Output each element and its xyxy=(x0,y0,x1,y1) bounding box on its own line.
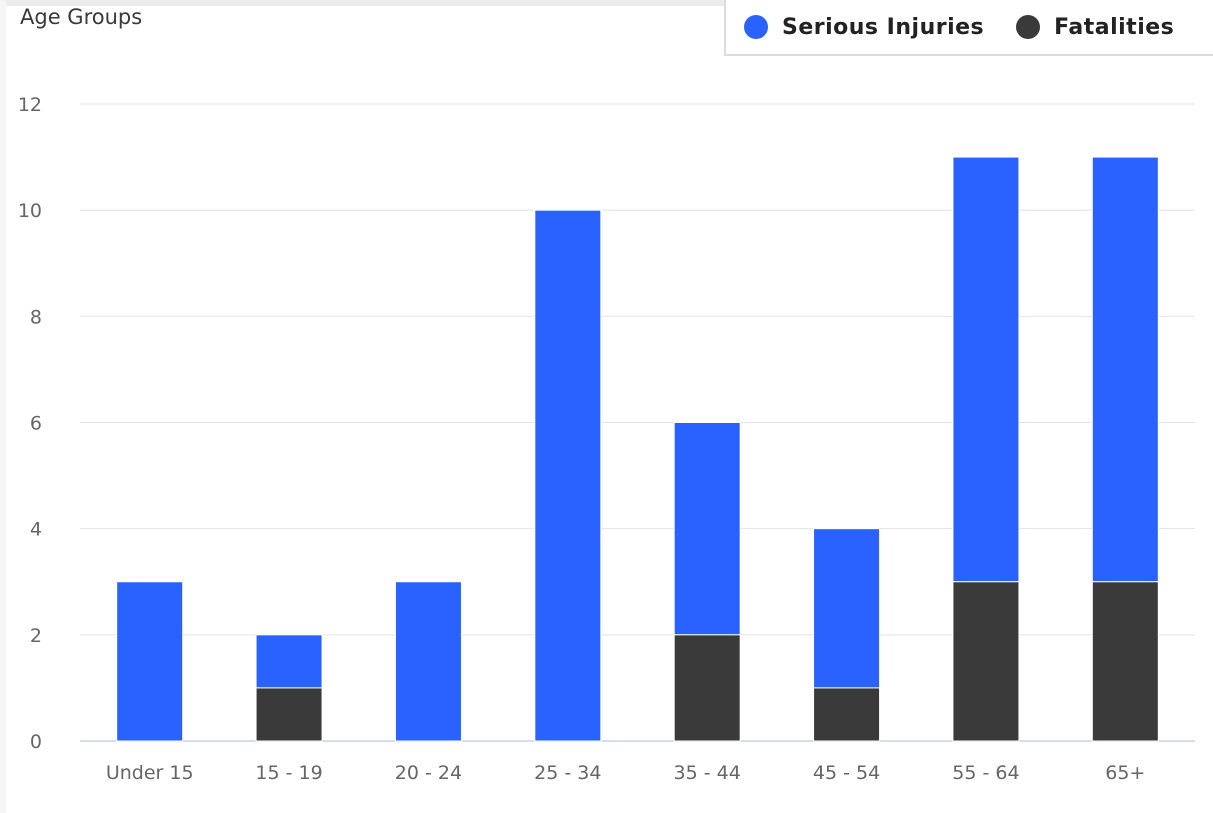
x-tick-label-65: 65+ xyxy=(1105,762,1145,784)
y-tick-label-8: 8 xyxy=(30,306,42,328)
bar-serious-45-54 xyxy=(813,528,881,689)
y-tick-label-0: 0 xyxy=(30,731,42,753)
legend-dot-fatal-icon xyxy=(1016,15,1041,39)
bar-serious-under-15 xyxy=(116,581,184,742)
bar-serious-55-64 xyxy=(952,156,1020,583)
legend-label-serious: Serious Injuries xyxy=(782,14,985,40)
chart-title: Age Groups xyxy=(20,5,143,29)
bar-serious-35-44 xyxy=(673,422,741,636)
bar-serious-15-19 xyxy=(255,634,323,689)
bar-fatal-45-54 xyxy=(813,687,881,742)
legend-dot-serious-icon xyxy=(744,15,768,39)
y-tick-label-4: 4 xyxy=(30,519,42,541)
legend-label-fatal: Fatalities xyxy=(1054,14,1175,40)
x-tick-label-25-34: 25 - 34 xyxy=(534,762,601,784)
x-tick-label-under-15: Under 15 xyxy=(106,762,194,784)
y-tick-label-2: 2 xyxy=(30,625,42,647)
bar-fatal-15-19 xyxy=(255,687,323,742)
bar-fatal-55-64 xyxy=(952,581,1020,742)
bar-serious-25-34 xyxy=(534,209,602,742)
y-tick-label-12: 12 xyxy=(18,94,42,116)
y-tick-label-6: 6 xyxy=(30,413,42,435)
x-tick-label-15-19: 15 - 19 xyxy=(255,762,322,784)
x-tick-label-55-64: 55 - 64 xyxy=(952,762,1019,784)
legend-item-serious-injuries[interactable]: Serious Injuries xyxy=(744,15,984,40)
bar-fatal-35-44 xyxy=(673,634,741,742)
bar-fatal-65 xyxy=(1091,581,1159,742)
legend: Serious Injuries Fatalities xyxy=(724,0,1213,56)
bar-serious-65 xyxy=(1091,156,1159,583)
top-edge xyxy=(0,0,1213,6)
legend-item-fatalities[interactable]: Fatalities xyxy=(1016,15,1174,40)
x-tick-label-35-44: 35 - 44 xyxy=(674,762,741,784)
x-tick-label-20-24: 20 - 24 xyxy=(395,762,462,784)
x-tick-label-45-54: 45 - 54 xyxy=(813,762,880,784)
y-tick-label-10: 10 xyxy=(18,200,42,222)
left-edge xyxy=(0,0,6,813)
bar-serious-20-24 xyxy=(394,581,462,742)
